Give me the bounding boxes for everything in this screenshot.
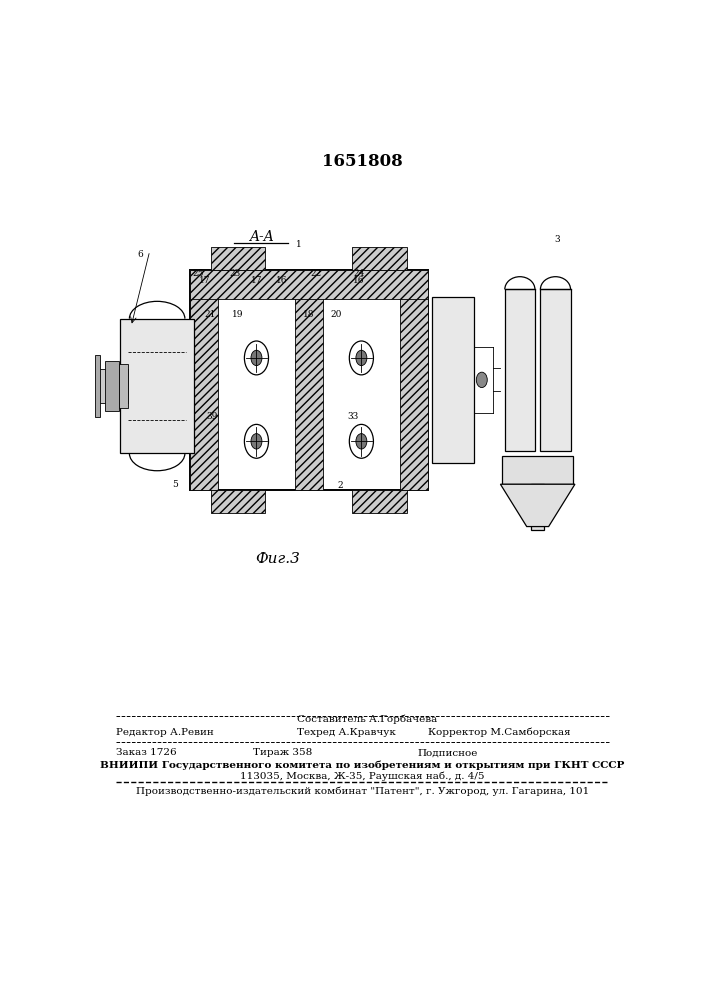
Text: Корректор М.Самборская: Корректор М.Самборская [428, 727, 571, 737]
Bar [95, 355, 100, 417]
Text: 1651808: 1651808 [322, 153, 403, 170]
Text: 17: 17 [199, 276, 210, 285]
Text: 2: 2 [338, 481, 343, 490]
Circle shape [251, 350, 262, 366]
Circle shape [477, 372, 487, 388]
Polygon shape [501, 484, 575, 527]
Text: 22: 22 [310, 269, 322, 278]
Text: 19: 19 [232, 310, 243, 319]
Text: 25: 25 [192, 269, 204, 278]
Text: 6: 6 [138, 250, 144, 259]
Text: Производственно-издательский комбинат "Патент", г. Ужгород, ул. Гагарина, 101: Производственно-издательский комбинат "П… [136, 787, 589, 796]
Bar [433, 297, 474, 463]
Text: 3: 3 [554, 235, 560, 244]
Text: Техред А.Кравчук: Техред А.Кравчук [297, 728, 395, 737]
Bar [399, 270, 428, 490]
Bar [540, 289, 571, 451]
Text: Тираж 358: Тираж 358 [253, 748, 312, 757]
Text: 1: 1 [296, 240, 302, 249]
Text: 20: 20 [330, 310, 341, 319]
Bar [211, 490, 265, 513]
Bar [211, 247, 265, 270]
Text: 39: 39 [206, 412, 217, 421]
Circle shape [245, 424, 269, 458]
Circle shape [349, 424, 373, 458]
Text: Составитель А.Горбачева: Составитель А.Горбачева [297, 714, 437, 724]
Circle shape [245, 341, 269, 375]
Text: Фиг.3: Фиг.3 [255, 552, 300, 566]
Text: A-A: A-A [249, 230, 274, 244]
Bar [98, 369, 129, 403]
Bar [189, 270, 218, 490]
Text: 21: 21 [204, 310, 216, 319]
Bar [105, 361, 119, 411]
Bar [353, 490, 407, 513]
Circle shape [356, 350, 367, 366]
Text: 113035, Москва, Ж-35, Раушская наб., д. 4/5: 113035, Москва, Ж-35, Раушская наб., д. … [240, 771, 484, 781]
Bar [120, 319, 194, 453]
Bar [353, 247, 407, 270]
Text: 5: 5 [172, 480, 178, 489]
Text: ВНИИПИ Государственного комитета по изобретениям и открытиям при ГКНТ СССР: ВНИИПИ Государственного комитета по изоб… [100, 761, 624, 770]
Bar [295, 270, 323, 490]
Text: 16: 16 [353, 276, 364, 285]
Text: 23: 23 [229, 269, 240, 278]
Bar [502, 456, 573, 484]
Text: 18: 18 [303, 310, 315, 319]
Text: 24: 24 [354, 269, 366, 278]
Bar [119, 364, 129, 408]
Circle shape [356, 434, 367, 449]
Bar [531, 484, 544, 530]
Bar [189, 270, 428, 299]
Text: Редактор А.Ревин: Редактор А.Ревин [116, 728, 214, 737]
Text: 17: 17 [252, 276, 263, 285]
Text: Подписное: Подписное [417, 748, 477, 757]
Circle shape [251, 434, 262, 449]
Bar [505, 289, 535, 451]
Bar [189, 270, 428, 490]
Text: 33: 33 [347, 412, 358, 421]
Circle shape [349, 341, 373, 375]
Text: 16: 16 [276, 276, 287, 285]
Text: Заказ 1726: Заказ 1726 [116, 748, 176, 757]
